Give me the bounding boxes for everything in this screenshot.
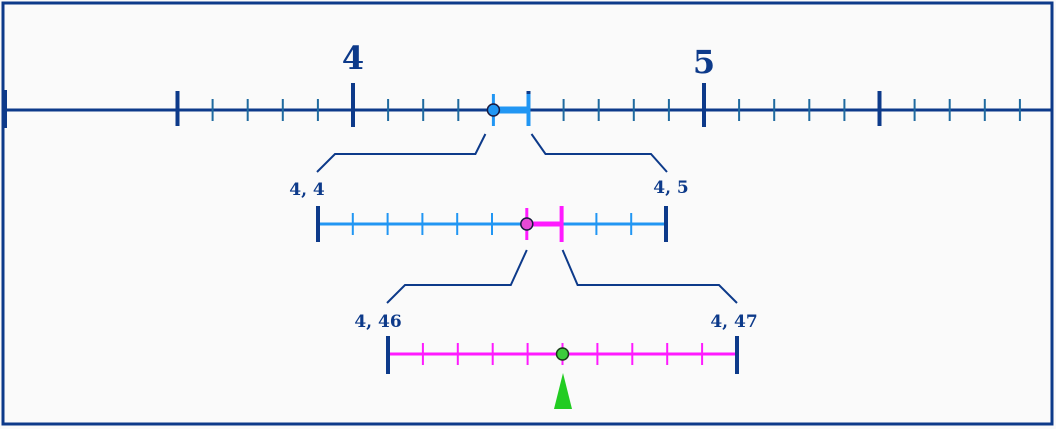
zoom-level-1-number-line xyxy=(316,206,668,242)
zoom2-right-label: 4, 47 xyxy=(710,312,757,332)
arrow-up-icon xyxy=(554,373,572,409)
zoom1-left-label: 4, 4 xyxy=(289,180,325,200)
zoom1-right-connector xyxy=(530,133,668,173)
zoom-level-2-number-line xyxy=(386,336,739,374)
main-label-4: 4 xyxy=(342,39,364,77)
zoom2-left-connector xyxy=(386,249,528,304)
main-point-marker xyxy=(486,103,501,117)
zoom1-left-connector xyxy=(316,133,487,173)
zoom1-right-label: 4, 5 xyxy=(653,178,689,198)
zoom1-point-marker xyxy=(520,217,534,231)
main-number-line xyxy=(3,83,1052,128)
zoom2-left-label: 4, 46 xyxy=(354,312,401,332)
zoom-connectors xyxy=(316,133,738,304)
main-label-5: 5 xyxy=(693,43,715,81)
zoom2-point-marker xyxy=(555,347,570,361)
zoom2-right-connector xyxy=(561,249,738,304)
